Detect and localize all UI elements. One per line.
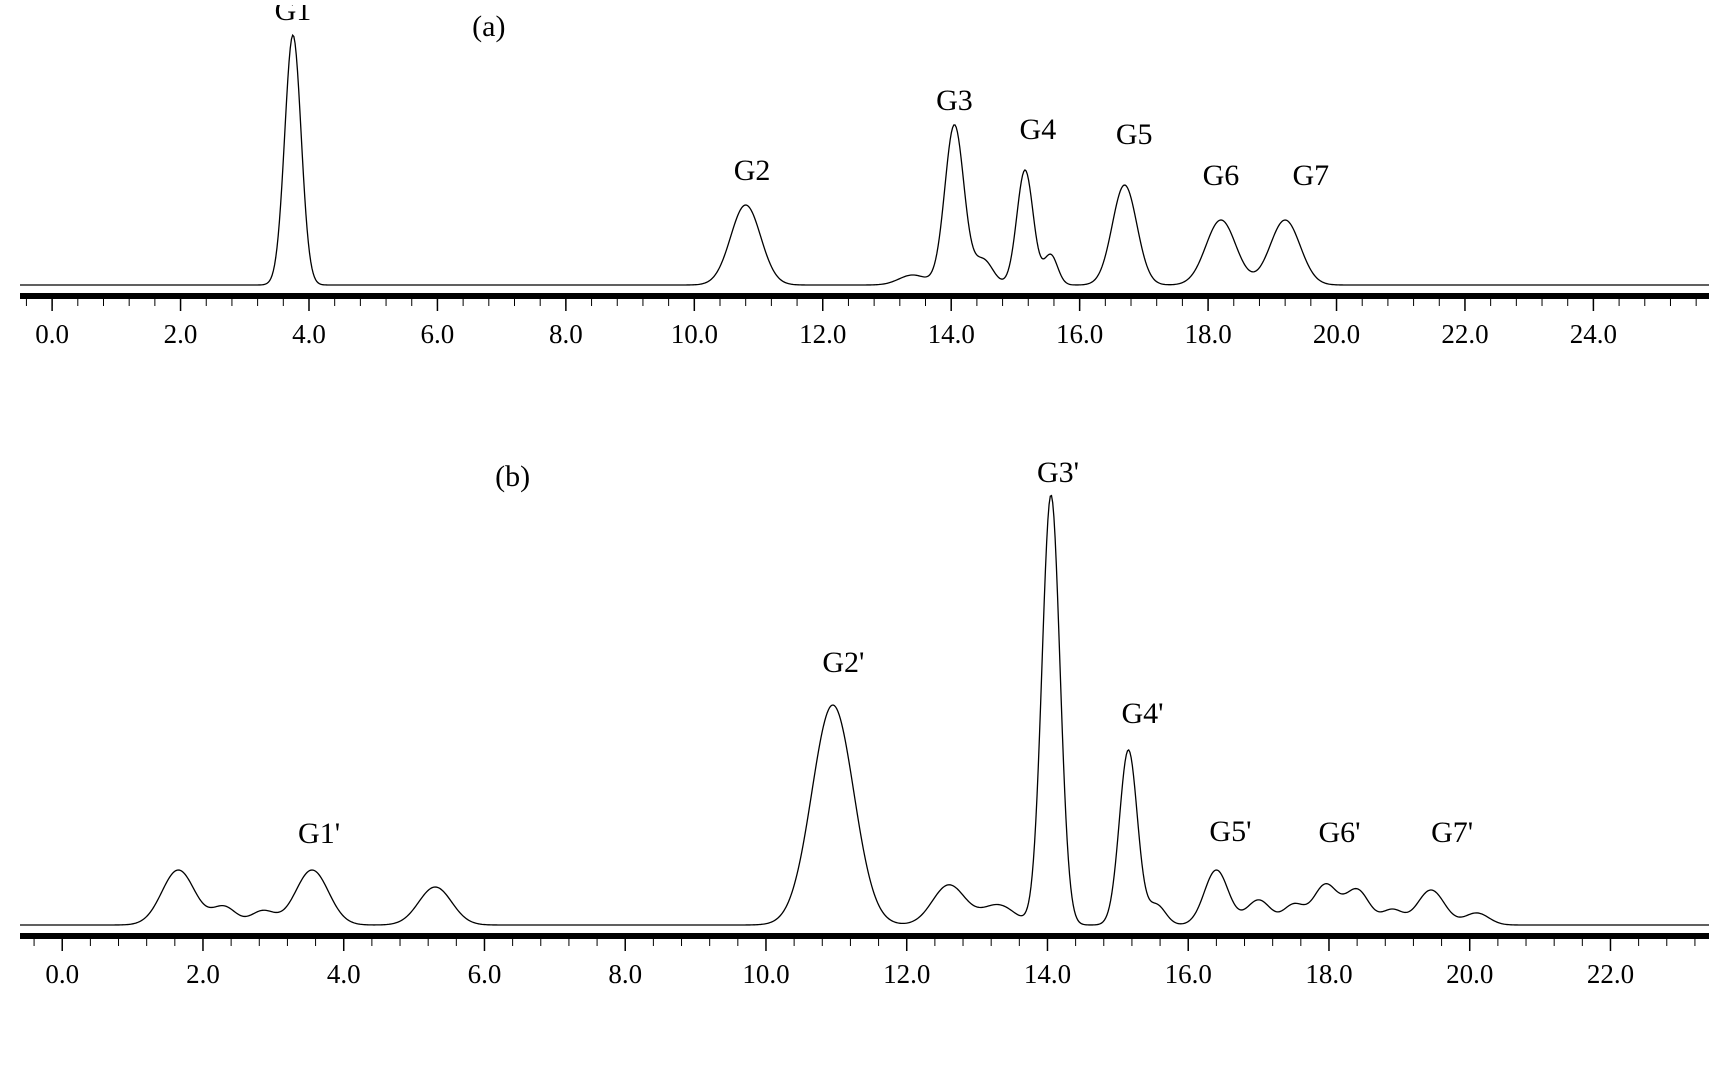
x-tick-label: 8.0 [608, 959, 642, 989]
x-tick-label: 10.0 [671, 319, 718, 349]
x-tick-label: 6.0 [468, 959, 502, 989]
peak-label: G1' [298, 817, 340, 850]
x-tick-label: 10.0 [742, 959, 789, 989]
peak-label: G3 [936, 84, 973, 117]
x-tick-label: 22.0 [1441, 319, 1488, 349]
peak-label: G2' [822, 646, 864, 679]
x-tick-label: 12.0 [799, 319, 846, 349]
x-tick-label: 0.0 [35, 319, 69, 349]
x-tick-label: 2.0 [164, 319, 198, 349]
chromatogram-trace [20, 496, 1709, 925]
x-tick-label: 16.0 [1056, 319, 1103, 349]
peak-label: G7' [1431, 816, 1473, 849]
chromatogram-panel: 0.0 2.0 4.0 6.0 8.0 10.0 12.0 14.0 16.0 18.0 20.0 2… [20, 5, 1709, 365]
x-tick-label: 18.0 [1184, 319, 1231, 349]
peak-label: G6 [1203, 159, 1240, 192]
peak-label: G1 [275, 5, 312, 27]
x-axis-bar [20, 293, 1709, 299]
x-tick-label: 2.0 [186, 959, 220, 989]
x-tick-label: 12.0 [883, 959, 930, 989]
x-tick-label: 8.0 [549, 319, 583, 349]
x-tick-label: 24.0 [1570, 319, 1617, 349]
x-tick-label: 18.0 [1305, 959, 1352, 989]
peak-label: G2 [734, 154, 771, 187]
peak-label: G5 [1116, 118, 1153, 151]
x-axis-bar [20, 933, 1709, 939]
x-tick-label: 14.0 [1024, 959, 1071, 989]
chromatogram-panel: 0.0 2.0 4.0 6.0 8.0 10.0 12.0 14.0 16.0 18.0 20.0 2… [20, 455, 1709, 1015]
peak-label: G7 [1292, 159, 1329, 192]
chromatogram-trace [20, 35, 1709, 285]
peak-label: G3' [1037, 456, 1079, 489]
panel-svg: 0.0 2.0 4.0 6.0 8.0 10.0 12.0 14.0 16.0 18.0 20.0 2… [20, 5, 1709, 365]
x-tick-label: 6.0 [421, 319, 455, 349]
x-tick-label: 14.0 [928, 319, 975, 349]
x-tick-label: 16.0 [1165, 959, 1212, 989]
peak-label: G4' [1121, 697, 1163, 730]
peak-label: G5' [1209, 815, 1251, 848]
x-tick-label: 4.0 [292, 319, 326, 349]
x-tick-label: 0.0 [45, 959, 79, 989]
x-tick-label: 20.0 [1313, 319, 1360, 349]
x-tick-label: 20.0 [1446, 959, 1493, 989]
x-tick-label: 4.0 [327, 959, 361, 989]
x-tick-label: 22.0 [1587, 959, 1634, 989]
peak-label: G4 [1020, 113, 1057, 146]
panel-id-label: (b) [495, 460, 530, 493]
panel-id-label: (a) [472, 10, 505, 43]
peak-label: G6' [1318, 816, 1360, 849]
panel-svg: 0.0 2.0 4.0 6.0 8.0 10.0 12.0 14.0 16.0 18.0 20.0 2… [20, 455, 1709, 1015]
